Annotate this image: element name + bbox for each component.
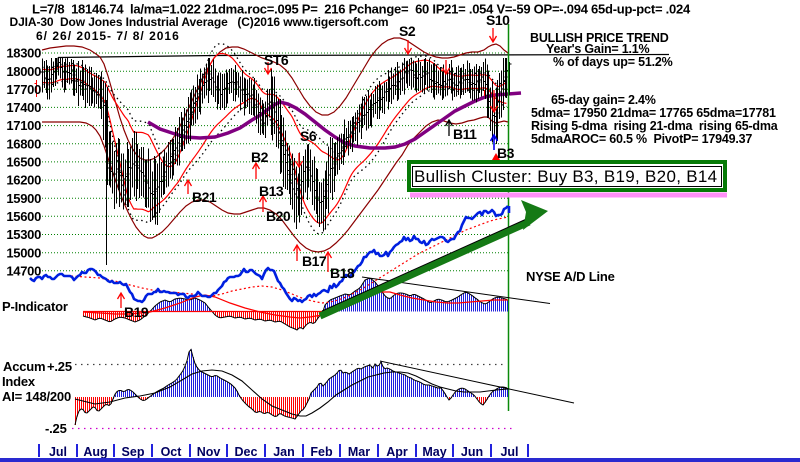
svg-text:May: May	[422, 445, 446, 459]
svg-text:15300: 15300	[6, 227, 41, 242]
svg-text:17100: 17100	[6, 118, 41, 133]
svg-text:16500: 16500	[6, 155, 41, 170]
svg-text:+.25: +.25	[47, 359, 72, 374]
svg-text:B13: B13	[259, 183, 284, 199]
svg-text:NYSE A/D Line: NYSE A/D Line	[526, 269, 615, 284]
svg-text:S6: S6	[300, 128, 317, 144]
svg-text:Oct: Oct	[161, 445, 183, 459]
svg-text:ST6: ST6	[264, 52, 289, 68]
svg-text:16800: 16800	[6, 136, 41, 151]
svg-text:B21: B21	[192, 189, 217, 205]
svg-text:Jan: Jan	[273, 445, 295, 459]
svg-text:AI= 148/200: AI= 148/200	[2, 389, 71, 404]
svg-text:B11: B11	[453, 126, 477, 142]
svg-text:B2: B2	[251, 149, 269, 165]
svg-text:L=7/8 18146.74 la/ma=1.022 2: L=7/8 18146.74 la/ma=1.022 21dma.roc=.09…	[32, 2, 691, 17]
svg-text:Apr: Apr	[386, 445, 408, 459]
svg-text:Accum: Accum	[3, 359, 45, 374]
svg-text:Year's Gain= 1.1%: Year's Gain= 1.1%	[546, 42, 650, 56]
svg-text:17700: 17700	[6, 82, 41, 97]
svg-text:Sep: Sep	[122, 445, 145, 459]
svg-text:15600: 15600	[6, 209, 41, 224]
svg-text:% of days up= 51.2%: % of days up= 51.2%	[553, 55, 673, 69]
svg-text:-.25: -.25	[45, 421, 67, 436]
svg-text:5dma= 17950 21dma= 17765 65dma: 5dma= 17950 21dma= 17765 65dma=17781	[531, 106, 776, 120]
svg-text:Nov: Nov	[197, 445, 221, 459]
svg-text:Dec: Dec	[235, 445, 258, 459]
svg-text:Jun: Jun	[461, 445, 483, 459]
svg-text:Bullish Cluster: Buy B3, B19,: Bullish Cluster: Buy B3, B19, B20, B14	[414, 167, 717, 186]
svg-text:Jul: Jul	[500, 445, 518, 459]
svg-text:S10: S10	[486, 12, 510, 28]
svg-text:Rising 5-dma rising 21-dma r: Rising 5-dma rising 21-dma rising 65-dma	[531, 119, 779, 133]
svg-text:18000: 18000	[6, 64, 41, 79]
svg-text:Aug: Aug	[83, 445, 107, 459]
svg-text:Jul: Jul	[49, 445, 67, 459]
svg-text:18300: 18300	[6, 46, 41, 61]
svg-text:Mar: Mar	[348, 445, 370, 459]
svg-text:Feb: Feb	[310, 445, 333, 459]
svg-text:B3: B3	[497, 145, 515, 161]
svg-text:DJIA-30 Dow Jones Industrial: DJIA-30 Dow Jones Industrial Average (C)…	[10, 15, 389, 29]
svg-text:B17: B17	[302, 253, 327, 269]
svg-text:BULLISH PRICE TREND: BULLISH PRICE TREND	[530, 31, 669, 45]
svg-text:5dmaAROC= 60.5 % PivotP= 1794: 5dmaAROC= 60.5 % PivotP= 17949.37	[531, 132, 752, 146]
svg-text:14700: 14700	[6, 263, 41, 278]
svg-text:B20: B20	[266, 208, 291, 224]
svg-text:6/ 26/ 2015- 7/ 8/ 2016: 6/ 26/ 2015- 7/ 8/ 2016	[36, 29, 180, 43]
svg-text:P-Indicator: P-Indicator	[2, 299, 68, 314]
svg-text:16200: 16200	[6, 173, 41, 188]
svg-text:17400: 17400	[6, 100, 41, 115]
svg-text:S2: S2	[399, 23, 416, 39]
svg-text:B18: B18	[330, 265, 355, 281]
svg-text:B19: B19	[124, 304, 149, 320]
svg-text:15000: 15000	[6, 245, 41, 260]
svg-text:Index: Index	[2, 374, 36, 389]
svg-text:65-day gain= 2.4%: 65-day gain= 2.4%	[551, 93, 656, 107]
svg-text:15900: 15900	[6, 191, 41, 206]
